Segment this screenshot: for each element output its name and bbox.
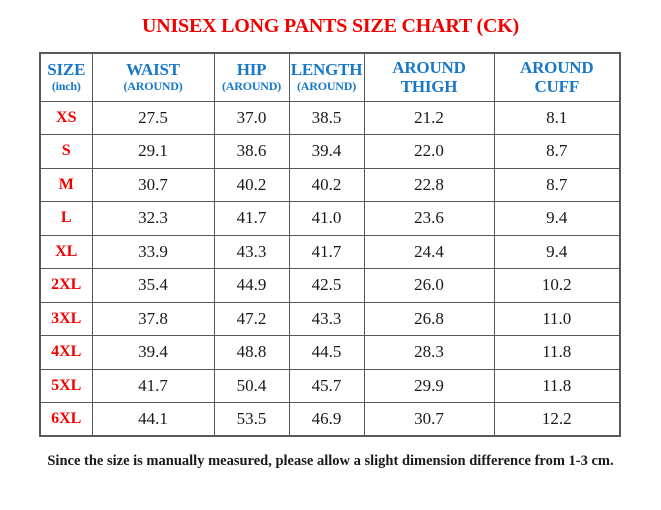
- table-row-5xl: 5XL 41.7 50.4 45.7 29.9 11.8: [39, 368, 621, 403]
- table-row-xs: XS 27.5 37.0 38.5 21.2 8.1: [39, 100, 621, 135]
- value-cell: 26.0: [363, 268, 495, 303]
- value-cell: 32.3: [91, 201, 215, 236]
- value-cell: 9.4: [493, 234, 621, 269]
- value-cell: 22.0: [363, 134, 495, 169]
- value-cell: 12.2: [493, 402, 621, 437]
- column-header-hip: HIP (AROUND): [213, 52, 290, 102]
- column-header-waist: WAIST (AROUND): [91, 52, 215, 102]
- column-header-line2: (AROUND): [221, 79, 282, 94]
- value-cell: 29.9: [363, 368, 495, 403]
- value-cell: 41.7: [213, 201, 290, 236]
- value-cell: 38.6: [213, 134, 290, 169]
- value-cell: 40.2: [213, 167, 290, 202]
- value-cell: 21.2: [363, 100, 495, 135]
- value-cell: 8.7: [493, 134, 621, 169]
- value-cell: 37.8: [91, 301, 215, 336]
- value-cell: 27.5: [91, 100, 215, 135]
- value-cell: 22.8: [363, 167, 495, 202]
- table-row-4xl: 4XL 39.4 48.8 44.5 28.3 11.8: [39, 335, 621, 370]
- value-cell: 29.1: [91, 134, 215, 169]
- value-cell: 28.3: [363, 335, 495, 370]
- column-header-length: LENGTH (AROUND): [288, 52, 365, 102]
- size-cell: 5XL: [39, 368, 93, 403]
- column-header-line2: (AROUND): [296, 79, 357, 94]
- column-header-line1: WAIST: [126, 59, 180, 79]
- value-cell: 8.1: [493, 100, 621, 135]
- value-cell: 42.5: [288, 268, 365, 303]
- column-header-line1: SIZE: [47, 59, 86, 79]
- value-cell: 8.7: [493, 167, 621, 202]
- value-cell: 44.5: [288, 335, 365, 370]
- value-cell: 41.7: [91, 368, 215, 403]
- column-header-line1: AROUND: [392, 57, 466, 77]
- value-cell: 47.2: [213, 301, 290, 336]
- size-chart-header: SIZE (inch) WAIST (AROUND) HIP (AROUND) LENGTH…: [39, 52, 621, 102]
- column-header-line2: THIGH: [400, 77, 458, 97]
- value-cell: 9.4: [493, 201, 621, 236]
- value-cell: 44.9: [213, 268, 290, 303]
- size-cell: XL: [39, 234, 93, 269]
- table-row-l: L 32.3 41.7 41.0 23.6 9.4: [39, 201, 621, 236]
- column-header-around-thigh: AROUND THIGH: [363, 52, 495, 102]
- size-chart-table: SIZE (inch) WAIST (AROUND) HIP (AROUND) LENGTH…: [39, 52, 621, 437]
- column-header-line1: LENGTH: [290, 59, 363, 79]
- value-cell: 40.2: [288, 167, 365, 202]
- value-cell: 44.1: [91, 402, 215, 437]
- size-cell: 6XL: [39, 402, 93, 437]
- size-cell: S: [39, 134, 93, 169]
- value-cell: 11.0: [493, 301, 621, 336]
- value-cell: 24.4: [363, 234, 495, 269]
- column-header-size: SIZE (inch): [39, 52, 93, 102]
- header-row: SIZE (inch) WAIST (AROUND) HIP (AROUND) LENGTH…: [39, 52, 621, 102]
- footer-note: Since the size is manually measured, ple…: [47, 453, 614, 469]
- value-cell: 35.4: [91, 268, 215, 303]
- value-cell: 11.8: [493, 368, 621, 403]
- value-cell: 53.5: [213, 402, 290, 437]
- value-cell: 38.5: [288, 100, 365, 135]
- value-cell: 39.4: [288, 134, 365, 169]
- value-cell: 41.7: [288, 234, 365, 269]
- value-cell: 48.8: [213, 335, 290, 370]
- size-cell: XS: [39, 100, 93, 135]
- column-header-line1: HIP: [236, 59, 267, 79]
- value-cell: 41.0: [288, 201, 365, 236]
- value-cell: 37.0: [213, 100, 290, 135]
- column-header-line1: AROUND: [520, 57, 594, 77]
- column-header-line2: (AROUND): [123, 79, 183, 94]
- table-row-3xl: 3XL 37.8 47.2 43.3 26.8 11.0: [39, 301, 621, 336]
- value-cell: 43.3: [288, 301, 365, 336]
- value-cell: 26.8: [363, 301, 495, 336]
- column-header-line2: (inch): [51, 79, 81, 94]
- value-cell: 23.6: [363, 201, 495, 236]
- size-cell: M: [39, 167, 93, 202]
- page-title: UNISEX LONG PANTS SIZE CHART (CK): [141, 15, 520, 37]
- table-row-xl: XL 33.9 43.3 41.7 24.4 9.4: [39, 234, 621, 269]
- size-cell: 3XL: [39, 301, 93, 336]
- table-row-2xl: 2XL 35.4 44.9 42.5 26.0 10.2: [39, 268, 621, 303]
- value-cell: 10.2: [493, 268, 621, 303]
- size-cell: L: [39, 201, 93, 236]
- value-cell: 43.3: [213, 234, 290, 269]
- value-cell: 30.7: [91, 167, 215, 202]
- column-header-line2: CUFF: [534, 77, 580, 97]
- value-cell: 50.4: [213, 368, 290, 403]
- column-header-around-cuff: AROUND CUFF: [493, 52, 621, 102]
- table-row-m: M 30.7 40.2 40.2 22.8 8.7: [39, 167, 621, 202]
- table-row-s: S 29.1 38.6 39.4 22.0 8.7: [39, 134, 621, 169]
- value-cell: 46.9: [288, 402, 365, 437]
- value-cell: 30.7: [363, 402, 495, 437]
- value-cell: 33.9: [91, 234, 215, 269]
- value-cell: 45.7: [288, 368, 365, 403]
- value-cell: 11.8: [493, 335, 621, 370]
- size-chart-body: XS 27.5 37.0 38.5 21.2 8.1 S 29.1 38.6 39.4 22.0 8.…: [39, 100, 621, 437]
- value-cell: 39.4: [91, 335, 215, 370]
- size-cell: 2XL: [39, 268, 93, 303]
- size-cell: 4XL: [39, 335, 93, 370]
- table-row-6xl: 6XL 44.1 53.5 46.9 30.7 12.2: [39, 402, 621, 437]
